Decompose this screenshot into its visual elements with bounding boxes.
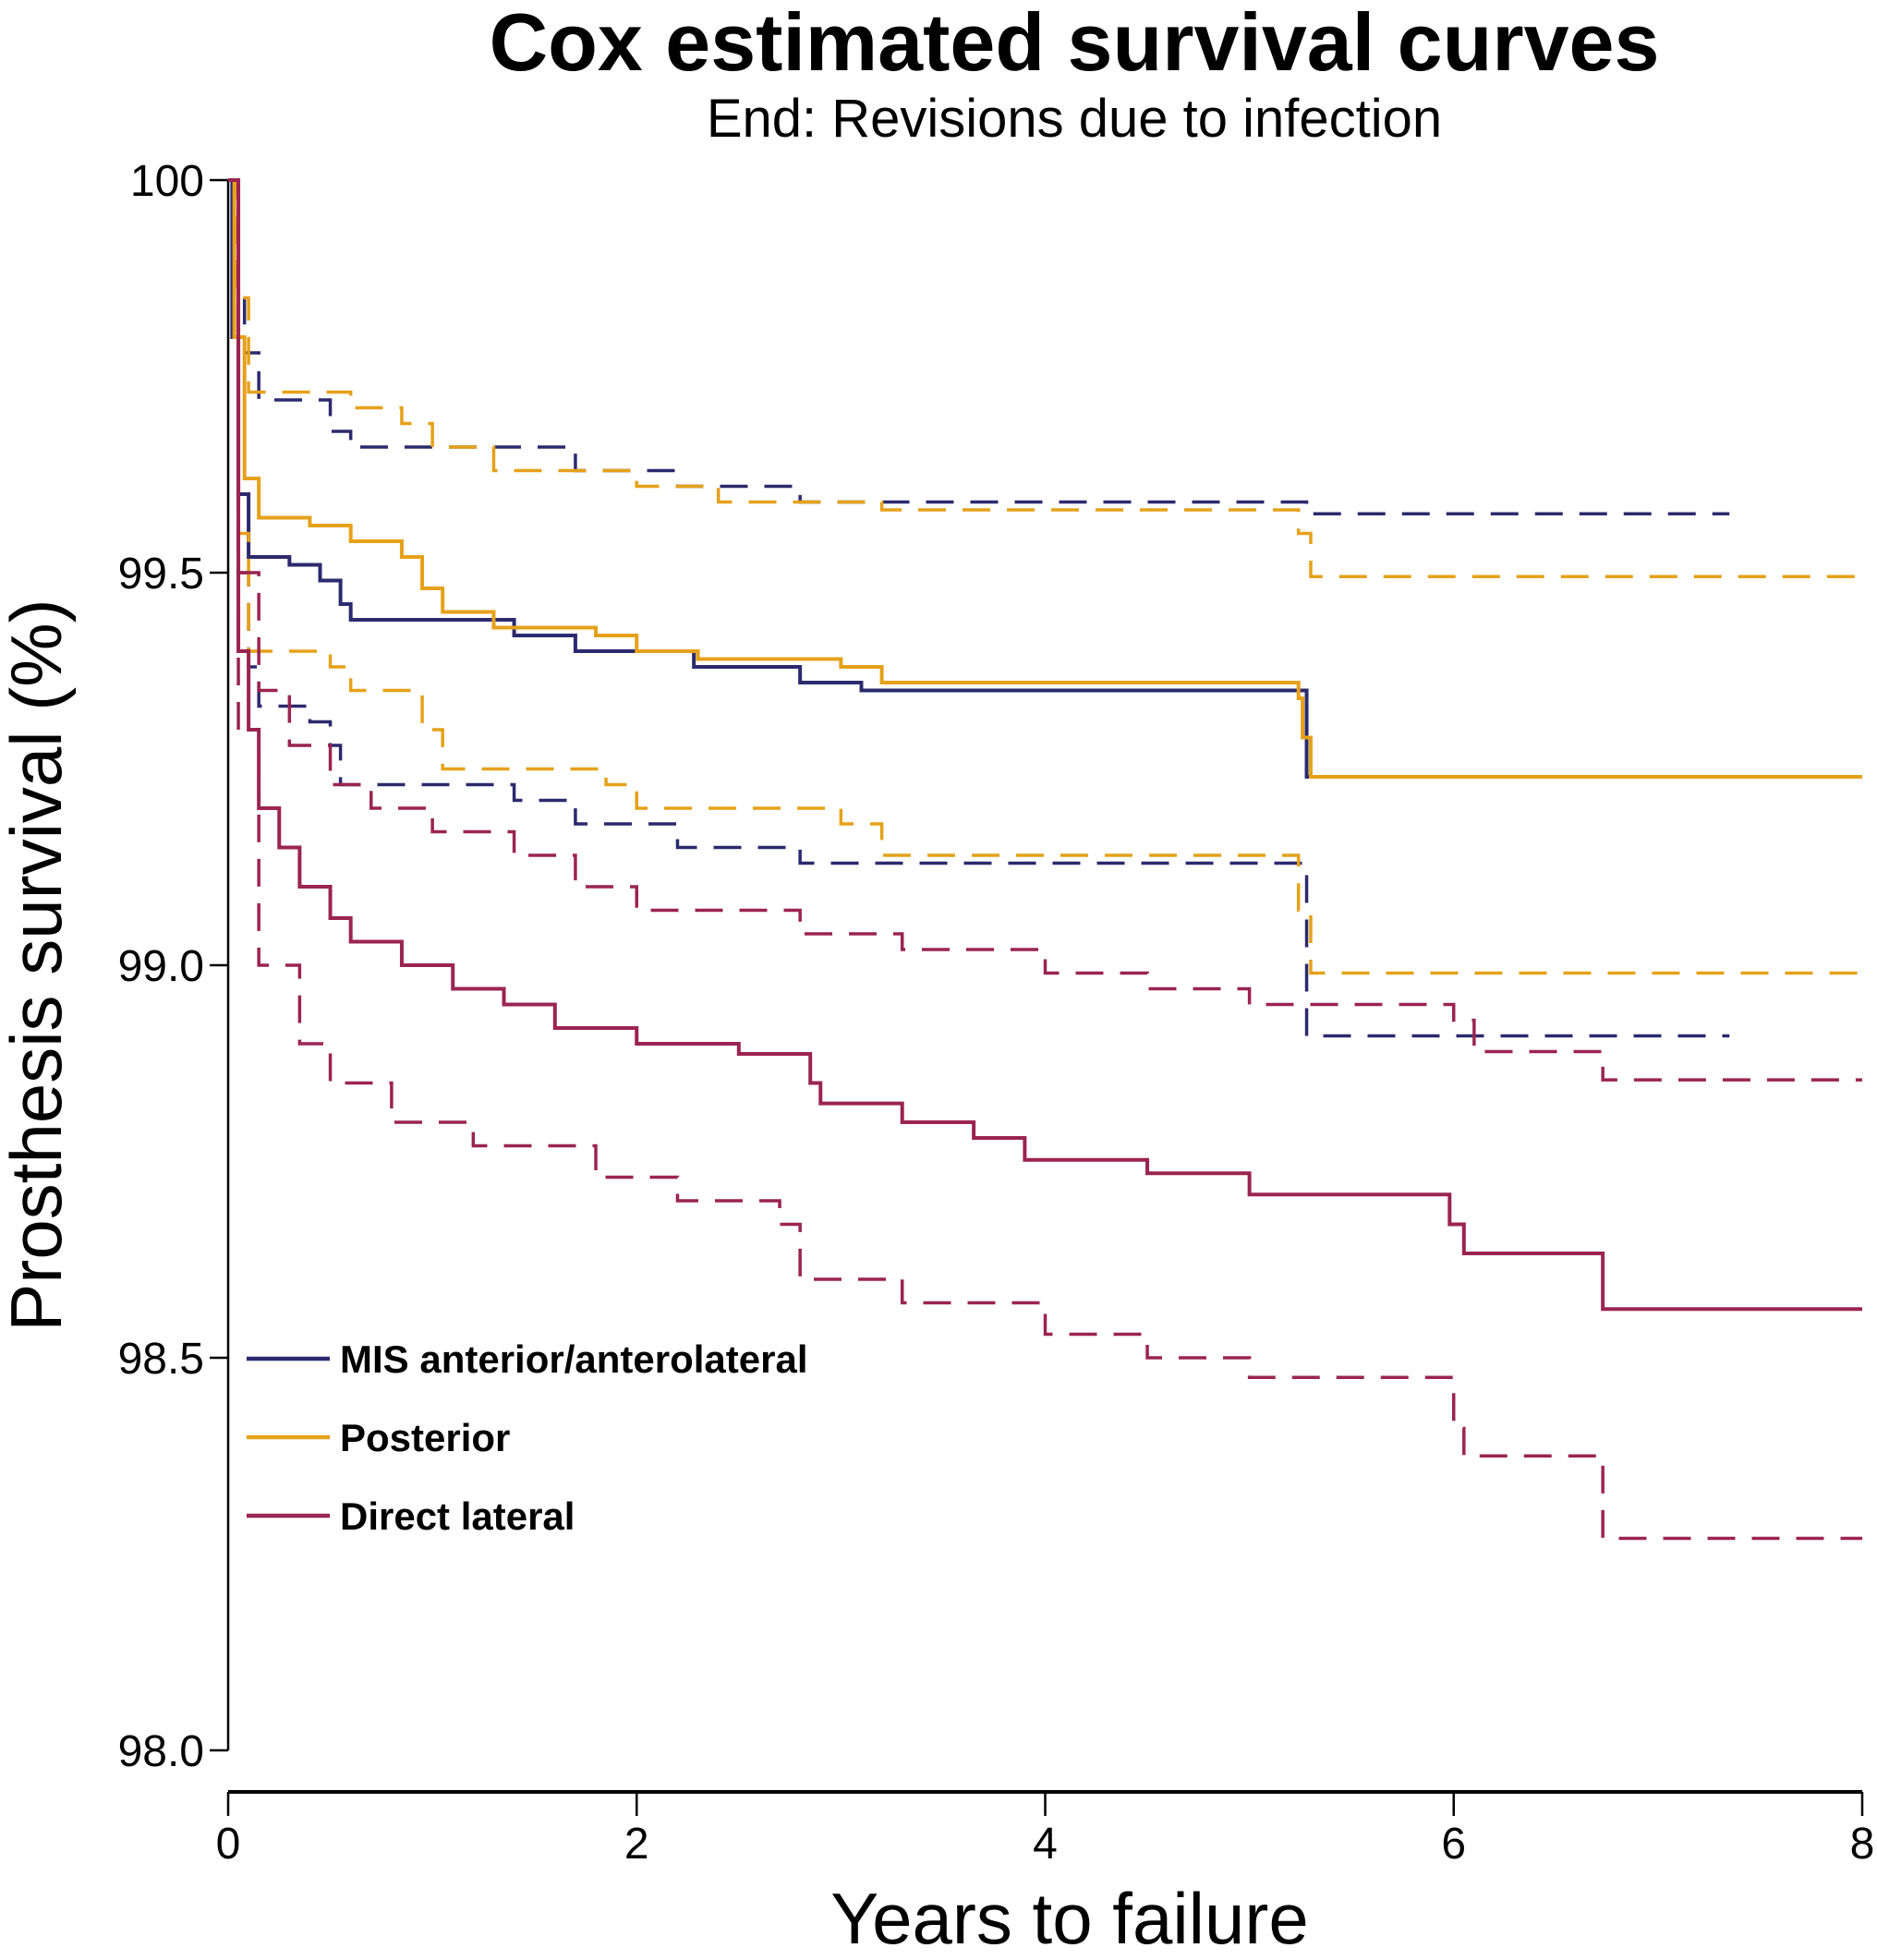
y-tick-label: 100 (130, 157, 204, 206)
chart-title: Cox estimated survival curves (490, 0, 1660, 88)
x-tick-label: 6 (1441, 1820, 1466, 1869)
survival-curve-direct-lateral (228, 178, 1862, 1312)
survival-curve-mis-anterior-anterolateral-upper-ci (228, 178, 1730, 515)
y-tick-label: 98.5 (118, 1335, 204, 1384)
x-tick-label: 8 (1850, 1820, 1875, 1869)
x-tick-label: 2 (624, 1820, 649, 1869)
y-axis-label: Prosthesis survival (%) (0, 599, 77, 1331)
y-tick-label: 99.5 (118, 550, 204, 599)
x-tick-label: 0 (216, 1820, 241, 1869)
x-tick-label: 4 (1033, 1820, 1058, 1869)
survival-curve-mis-anterior-anterolateral-lower-ci (228, 178, 1730, 1038)
survival-curve-posterior (228, 178, 1862, 779)
chart-subtitle: End: Revisions due to infection (707, 89, 1442, 149)
legend-label: Direct lateral (340, 1494, 575, 1538)
survival-curve-direct-lateral-lower-ci (228, 178, 1862, 1541)
legend-label: MIS anterior/anterolateral (340, 1337, 807, 1381)
y-tick-label: 99.0 (118, 942, 204, 991)
survival-curve-posterior-upper-ci (228, 178, 1862, 578)
legend-label: Posterior (340, 1416, 510, 1459)
x-axis-label: Years to failure (830, 1878, 1308, 1959)
survival-curve-posterior-lower-ci (228, 178, 1862, 975)
survival-curve-direct-lateral-upper-ci (228, 178, 1862, 1082)
y-tick-label: 98.0 (118, 1727, 204, 1776)
survival-curve-mis-anterior-anterolateral (228, 178, 1730, 779)
